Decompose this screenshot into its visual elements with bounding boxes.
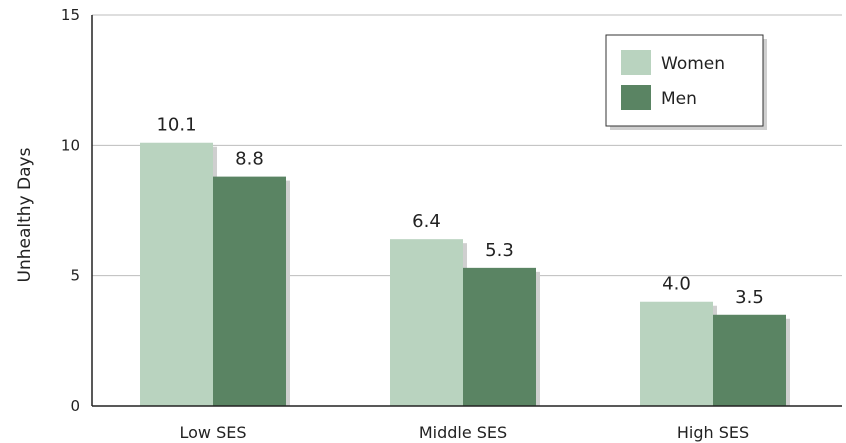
data-label-men: 8.8	[235, 149, 264, 170]
legend-swatch-men	[621, 85, 651, 110]
y-tick-label: 10	[61, 136, 80, 154]
bar-men	[213, 176, 286, 406]
bar-women	[390, 239, 463, 406]
data-labels: 10.1 8.8 6.4 5.3 4.0 3.5	[156, 115, 763, 308]
category-label: Low SES	[179, 423, 246, 442]
data-label-women: 4.0	[662, 274, 691, 295]
category-label: High SES	[677, 423, 749, 442]
data-label-women: 10.1	[156, 115, 196, 136]
legend-box	[605, 34, 764, 127]
bar-women	[640, 301, 713, 406]
y-tick-label: 0	[70, 397, 80, 415]
bars	[140, 142, 790, 406]
category-label: Middle SES	[419, 423, 507, 442]
data-label-men: 5.3	[485, 240, 514, 261]
bar-men	[463, 267, 536, 406]
y-tick-label: 15	[61, 6, 80, 24]
data-label-men: 3.5	[735, 287, 764, 308]
legend: Women Men	[605, 34, 767, 130]
bar-men	[713, 314, 786, 406]
legend-label-men: Men	[661, 89, 697, 109]
legend-label-women: Women	[661, 54, 725, 74]
y-tick-label: 5	[70, 267, 80, 285]
bar-women	[140, 142, 213, 406]
x-axis-category-labels: Low SES Middle SES High SES	[179, 423, 749, 442]
y-axis-tick-labels: 0 5 10 15	[61, 6, 80, 415]
legend-swatch-women	[621, 50, 651, 75]
data-label-women: 6.4	[412, 211, 441, 232]
y-axis-title: Unhealthy Days	[15, 147, 35, 282]
